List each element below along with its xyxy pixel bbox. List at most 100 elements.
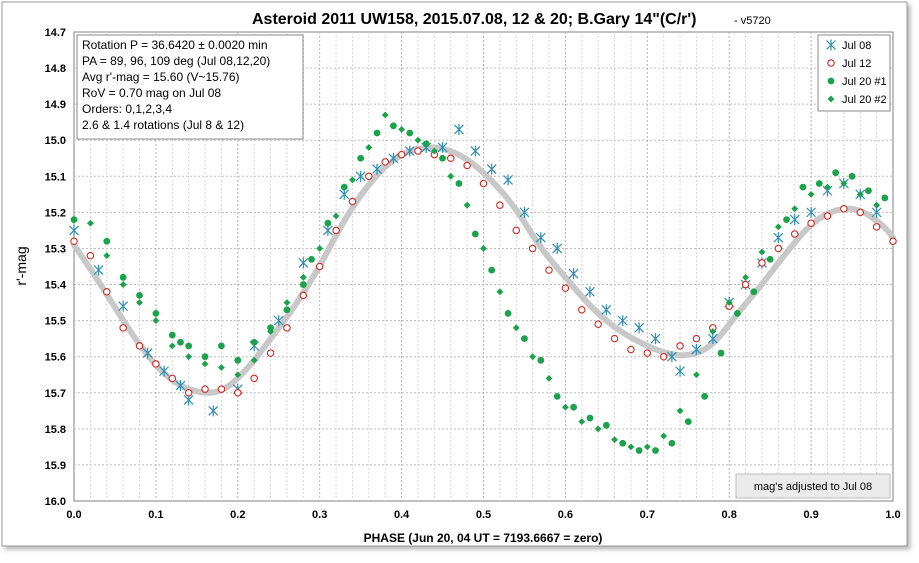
data-point (218, 364, 225, 371)
data-point (267, 324, 274, 332)
data-point (234, 371, 242, 379)
data-point (414, 136, 422, 144)
data-point (660, 432, 668, 440)
legend-label: Jul 20 #1 (842, 76, 887, 88)
data-point (693, 371, 700, 379)
data-point (666, 351, 677, 363)
data-point (463, 201, 471, 209)
data-point (348, 197, 357, 206)
data-point (568, 268, 579, 280)
data-point (848, 172, 856, 180)
data-point (635, 447, 643, 454)
data-point (298, 257, 309, 269)
data-point (528, 244, 537, 253)
data-point (512, 226, 521, 235)
data-point (266, 349, 275, 357)
x-tick-label: 0.3 (312, 509, 327, 521)
data-point (741, 280, 750, 289)
data-point (503, 174, 513, 186)
data-point (766, 255, 774, 263)
data-point (627, 345, 635, 354)
info-line-orders: Orders: 0,1,2,3,4 (82, 102, 172, 116)
data-point (250, 338, 258, 346)
y-tick-label: 14.8 (45, 63, 66, 75)
data-point (652, 447, 659, 454)
data-point (873, 201, 881, 209)
data-point (86, 251, 95, 260)
data-point (447, 172, 455, 180)
y-tick-label: 15.7 (45, 388, 66, 400)
data-point (315, 262, 324, 271)
data-point (594, 320, 602, 328)
data-point (552, 242, 563, 254)
y-tick-label: 15.6 (45, 352, 66, 364)
data-point (856, 190, 864, 198)
data-point (578, 418, 586, 426)
data-point (168, 331, 176, 339)
data-point (742, 273, 749, 281)
data-point (496, 201, 504, 209)
data-point (316, 245, 324, 252)
data-point (168, 374, 177, 383)
data-point (152, 317, 160, 325)
y-tick-label: 15.9 (45, 460, 66, 472)
data-point (201, 353, 209, 361)
data-point (185, 342, 193, 350)
data-point (519, 206, 530, 218)
data-point (201, 360, 209, 368)
data-point (545, 266, 553, 274)
data-point (201, 385, 209, 393)
data-point (709, 328, 717, 335)
data-point (578, 306, 586, 314)
data-point (668, 439, 676, 447)
data-point (299, 291, 308, 300)
data-point (676, 342, 684, 350)
data-point (93, 264, 104, 276)
data-point (86, 219, 94, 227)
y-tick-label: 15.5 (45, 316, 66, 328)
x-tick-label: 0.6 (558, 509, 573, 521)
data-point (691, 343, 702, 355)
x-tick-label: 0.8 (722, 509, 737, 521)
data-point (840, 180, 848, 187)
data-point (250, 374, 258, 383)
data-point (611, 436, 618, 444)
data-point (889, 237, 897, 245)
data-point (339, 188, 350, 200)
data-point (406, 129, 414, 137)
data-point (103, 237, 111, 245)
data-point (512, 324, 520, 332)
x-tick-label: 0.9 (803, 509, 818, 521)
info-line-rov: RoV = 0.70 mag on Jul 08 (82, 86, 221, 100)
data-point (118, 300, 129, 312)
data-point (103, 252, 111, 260)
info-line-rotations: 2.6 & 1.4 rotations (Jul 8 & 12) (82, 118, 244, 132)
data-point (807, 190, 815, 198)
data-point (707, 333, 718, 345)
legend-marker (827, 77, 835, 85)
data-point (617, 315, 628, 327)
data-point (840, 205, 848, 213)
data-point (488, 266, 496, 274)
data-point (332, 212, 340, 220)
note-text: mag's adjusted to Jul 08 (754, 481, 872, 493)
legend-label: Jul 08 (842, 40, 871, 52)
y-tick-label: 15.8 (45, 424, 66, 436)
data-point (692, 334, 701, 343)
data-point (643, 349, 652, 357)
series-jul-20-2 (86, 111, 881, 451)
data-point (529, 353, 537, 361)
data-point (758, 259, 766, 267)
x-tick-label: 0.4 (394, 509, 410, 521)
data-point (404, 145, 415, 157)
x-axis-label: PHASE (Jun 20, 04 UT = 7193.6667 = zero) (364, 531, 603, 545)
data-point (561, 284, 570, 292)
data-point (414, 147, 422, 155)
data-point (267, 328, 274, 335)
data-point (455, 180, 463, 187)
data-point (684, 418, 692, 426)
x-tick-label: 0.0 (66, 509, 81, 521)
data-point (349, 176, 356, 184)
